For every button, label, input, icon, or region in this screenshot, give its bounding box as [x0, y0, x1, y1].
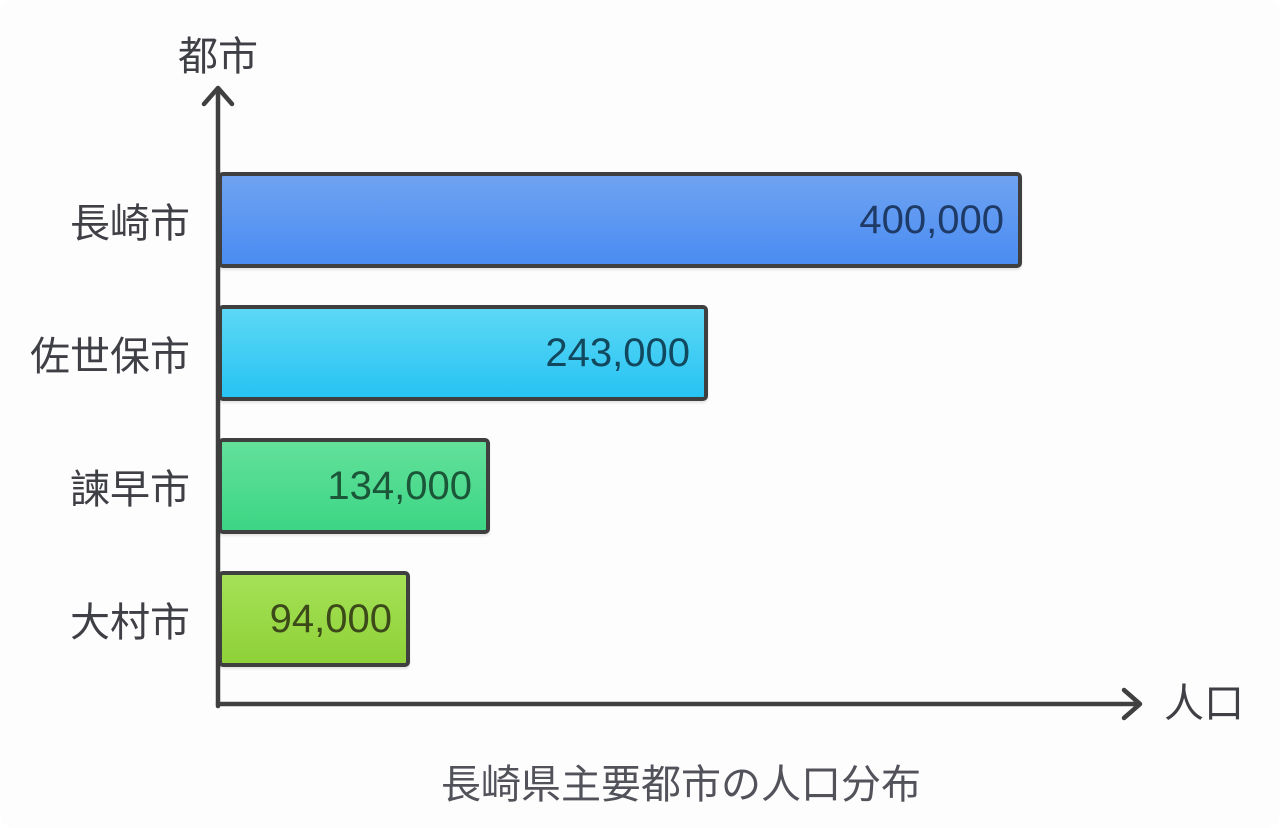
y-axis-arrow-icon — [201, 85, 235, 107]
bar-value-label: 134,000 — [327, 463, 472, 508]
bar-value-label: 94,000 — [269, 596, 392, 641]
bar-value-label: 243,000 — [545, 330, 690, 375]
x-axis-label: 人口 — [1164, 682, 1244, 726]
y-axis-label: 都市 — [178, 35, 258, 79]
bar-2: 243,000 — [218, 305, 708, 401]
bar-3: 134,000 — [218, 438, 490, 534]
bar-value-label: 400,000 — [859, 197, 1004, 242]
category-label: 佐世保市 — [30, 335, 190, 379]
category-label: 大村市 — [70, 601, 190, 645]
bar-1: 400,000 — [218, 172, 1022, 268]
category-label: 諫早市 — [70, 468, 190, 512]
x-axis-arrow-icon — [1121, 687, 1143, 721]
chart-title: 長崎県主要都市の人口分布 — [441, 763, 921, 807]
category-label: 長崎市 — [70, 202, 190, 246]
bar-4: 94,000 — [218, 571, 410, 667]
